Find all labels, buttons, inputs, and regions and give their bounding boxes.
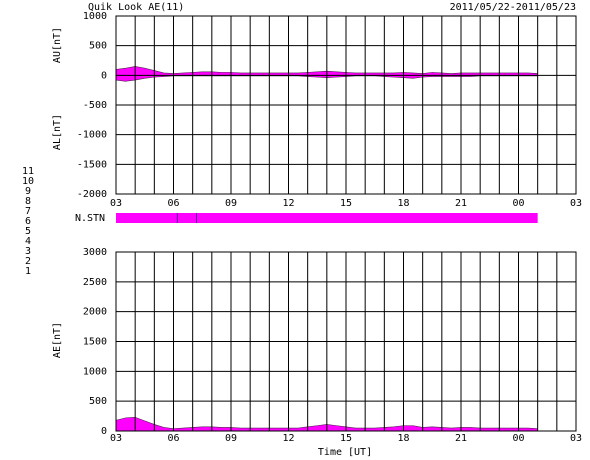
station-legend-label: 1: [25, 266, 31, 277]
chart-title: Quik Look AE(11): [88, 2, 184, 13]
y-tick-label: 2500: [83, 277, 107, 288]
x-tick-label: 18: [397, 198, 409, 209]
station-legend-label: 10: [22, 176, 34, 187]
y-axis-label: AL[nT]: [52, 114, 63, 150]
x-tick-label: 03: [570, 198, 582, 209]
x-tick-label: 09: [225, 198, 237, 209]
area: [115, 416, 538, 432]
x-axis-label: Time [UT]: [318, 447, 372, 458]
y-tick-label: -500: [83, 100, 107, 111]
x-tick-label: 06: [167, 433, 179, 444]
x-tick-label: 12: [282, 198, 294, 209]
y-tick-label: 1500: [83, 337, 107, 348]
x-tick-label: 21: [455, 433, 467, 444]
y-tick-label: 500: [89, 396, 107, 407]
y-tick-label: -1500: [77, 159, 107, 170]
band-label: N.STN: [75, 213, 105, 224]
station-legend-label: 4: [25, 236, 31, 247]
y-axis-label: AE[nT]: [52, 322, 63, 358]
x-tick-label: 21: [455, 198, 467, 209]
x-tick-label: 06: [167, 198, 179, 209]
y-tick-label: 0: [101, 70, 107, 81]
y-tick-label: 2000: [83, 307, 107, 318]
x-tick-label: 03: [570, 433, 582, 444]
station-legend-label: 11: [22, 166, 34, 177]
station-legend-label: 5: [25, 226, 31, 237]
station-legend-label: 8: [25, 196, 31, 207]
area: [115, 66, 538, 76]
y-tick-label: 0: [101, 426, 107, 437]
x-tick-label: 03: [110, 433, 122, 444]
y-tick-label: -1000: [77, 130, 107, 141]
x-tick-label: 09: [225, 433, 237, 444]
x-tick-label: 18: [397, 433, 409, 444]
x-tick-label: 03: [110, 198, 122, 209]
x-tick-label: 15: [340, 433, 352, 444]
y-axis-label: AU[nT]: [52, 27, 63, 63]
plot-frame: [115, 251, 577, 432]
station-span: [116, 213, 538, 223]
x-tick-label: 00: [512, 198, 524, 209]
y-tick-label: 500: [89, 41, 107, 52]
x-tick-label: 00: [512, 433, 524, 444]
plot-frame: [115, 15, 577, 195]
station-legend-label: 3: [25, 246, 31, 257]
station-legend-label: 2: [25, 256, 31, 267]
y-tick-label: 1000: [83, 11, 107, 22]
station-legend-label: 7: [25, 206, 31, 217]
station-legend-label: 9: [25, 186, 31, 197]
station-legend-label: 6: [25, 216, 31, 227]
date-range: 2011/05/22-2011/05/23: [450, 2, 576, 13]
x-tick-label: 15: [340, 198, 352, 209]
y-tick-label: 3000: [83, 247, 107, 258]
x-tick-label: 12: [282, 433, 294, 444]
y-tick-label: 1000: [83, 366, 107, 377]
y-tick-label: -2000: [77, 189, 107, 200]
